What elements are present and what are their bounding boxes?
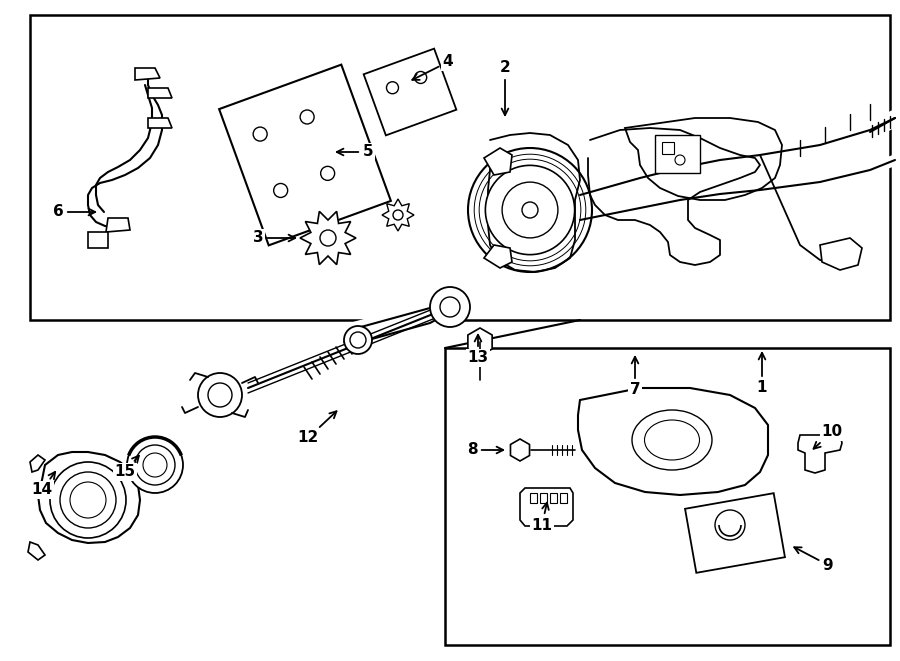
Polygon shape <box>820 238 862 270</box>
Text: 6: 6 <box>52 204 95 219</box>
Circle shape <box>502 182 558 238</box>
Circle shape <box>198 373 242 417</box>
Bar <box>30 15 890 320</box>
Circle shape <box>430 287 470 327</box>
Bar <box>655 135 700 173</box>
Polygon shape <box>28 542 45 560</box>
Circle shape <box>440 297 460 317</box>
Text: 12: 12 <box>297 411 337 446</box>
Bar <box>530 493 537 503</box>
Text: 1: 1 <box>757 353 767 395</box>
Polygon shape <box>685 493 785 573</box>
Text: 11: 11 <box>532 502 553 533</box>
Circle shape <box>253 127 267 141</box>
Text: 10: 10 <box>814 424 842 449</box>
Circle shape <box>393 210 403 220</box>
Circle shape <box>675 155 685 165</box>
Polygon shape <box>382 199 414 231</box>
Circle shape <box>485 165 574 254</box>
Polygon shape <box>510 439 529 461</box>
Text: 7: 7 <box>630 357 640 397</box>
Circle shape <box>522 202 538 218</box>
Circle shape <box>715 510 745 540</box>
Circle shape <box>274 184 288 198</box>
Polygon shape <box>798 435 842 473</box>
Bar <box>560 493 567 503</box>
Circle shape <box>415 71 427 83</box>
Circle shape <box>344 326 372 354</box>
Polygon shape <box>135 68 160 80</box>
Polygon shape <box>106 218 130 232</box>
Circle shape <box>127 437 183 493</box>
Text: 9: 9 <box>794 547 833 572</box>
Polygon shape <box>148 88 172 98</box>
Polygon shape <box>484 148 512 175</box>
Bar <box>445 348 890 645</box>
Circle shape <box>386 82 399 94</box>
Polygon shape <box>219 65 391 245</box>
Circle shape <box>208 383 232 407</box>
Text: 8: 8 <box>467 442 503 457</box>
Polygon shape <box>484 245 512 268</box>
Text: 13: 13 <box>467 335 489 366</box>
Circle shape <box>320 230 336 246</box>
Bar <box>540 493 547 503</box>
Text: 4: 4 <box>412 54 454 80</box>
Circle shape <box>135 445 175 485</box>
Circle shape <box>143 453 167 477</box>
Circle shape <box>350 332 366 348</box>
Circle shape <box>468 148 592 272</box>
Bar <box>662 142 674 154</box>
Polygon shape <box>625 118 782 200</box>
Polygon shape <box>300 212 356 264</box>
Text: 14: 14 <box>32 472 55 498</box>
Text: 3: 3 <box>253 231 295 245</box>
Text: 15: 15 <box>114 455 139 479</box>
Polygon shape <box>520 488 573 526</box>
Polygon shape <box>148 118 172 128</box>
Bar <box>550 493 557 503</box>
Circle shape <box>300 110 314 124</box>
Polygon shape <box>30 455 45 472</box>
Polygon shape <box>364 49 456 136</box>
Text: 5: 5 <box>337 145 374 159</box>
Text: 2: 2 <box>500 61 510 115</box>
Circle shape <box>320 167 335 180</box>
Polygon shape <box>578 388 768 495</box>
Polygon shape <box>38 452 140 543</box>
Polygon shape <box>468 328 492 356</box>
Polygon shape <box>88 232 108 248</box>
